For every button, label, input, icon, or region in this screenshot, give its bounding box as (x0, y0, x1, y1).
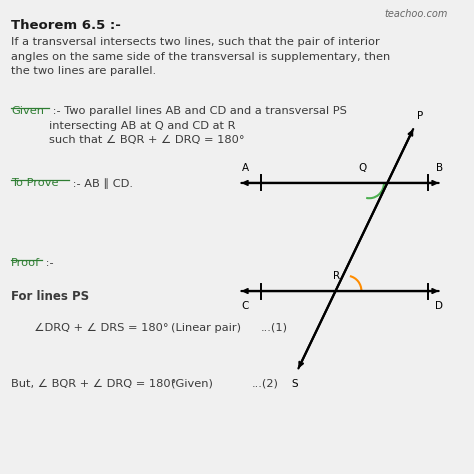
Text: To Prove: To Prove (11, 178, 59, 188)
Text: For lines PS: For lines PS (11, 290, 89, 302)
Text: B: B (436, 163, 443, 173)
Text: :-: :- (42, 258, 54, 268)
Text: :- Two parallel lines AB and CD and a transversal PS
intersecting AB at Q and CD: :- Two parallel lines AB and CD and a tr… (49, 106, 347, 145)
Text: S: S (292, 379, 298, 389)
Text: R: R (333, 271, 340, 281)
Text: C: C (242, 301, 249, 311)
Text: ∠DRQ + ∠ DRS = 180°: ∠DRQ + ∠ DRS = 180° (27, 322, 168, 332)
Text: Theorem 6.5 :-: Theorem 6.5 :- (11, 18, 121, 32)
Text: ...(2): ...(2) (252, 379, 279, 389)
Text: Given: Given (11, 106, 44, 117)
Text: :- AB ∥ CD.: :- AB ∥ CD. (69, 178, 133, 189)
Text: Proof: Proof (11, 258, 40, 268)
Text: teachoo.com: teachoo.com (385, 9, 448, 19)
Text: P: P (417, 111, 423, 121)
Text: ...(1): ...(1) (261, 322, 288, 332)
Text: (Given): (Given) (171, 379, 213, 389)
Text: A: A (242, 163, 249, 173)
Text: But, ∠ BQR + ∠ DRQ = 180°: But, ∠ BQR + ∠ DRQ = 180° (11, 379, 176, 389)
Text: If a transversal intersects two lines, such that the pair of interior
angles on : If a transversal intersects two lines, s… (11, 37, 391, 76)
Text: Q: Q (358, 163, 367, 173)
Text: (Linear pair): (Linear pair) (171, 322, 241, 332)
Text: D: D (435, 301, 443, 311)
